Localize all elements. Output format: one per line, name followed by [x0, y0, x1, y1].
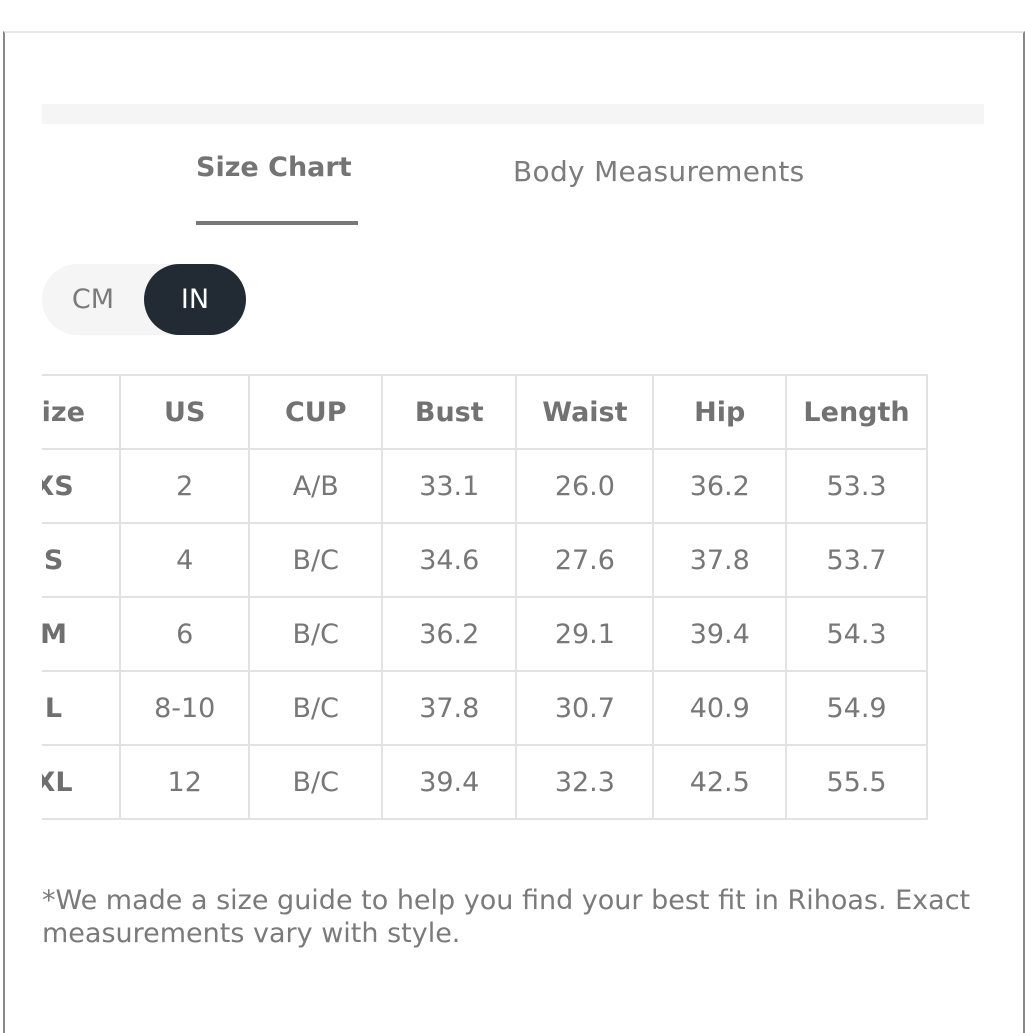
- table-cell: M: [42, 596, 122, 672]
- table-cell: 27.6: [515, 522, 655, 598]
- table-cell: 53.7: [785, 522, 928, 598]
- table-cell: L: [42, 670, 122, 746]
- table-cell: S: [42, 522, 122, 598]
- table-cell: B/C: [248, 744, 384, 820]
- table-cell: 4: [119, 522, 251, 598]
- table-cell: 40.9: [652, 670, 788, 746]
- size-table: Size US CUP Bust Waist Hip Length XS2A/B…: [42, 374, 928, 820]
- unit-option-cm[interactable]: CM: [71, 284, 115, 315]
- table-cell: B/C: [248, 522, 384, 598]
- table-cell: 26.0: [515, 448, 655, 524]
- table-cell: 29.1: [515, 596, 655, 672]
- header-waist: Waist: [515, 374, 655, 450]
- unit-toggle[interactable]: CM IN: [42, 264, 246, 335]
- table-cell: 36.2: [381, 596, 518, 672]
- table-row: XL 12 B/C 39.4 32.3 42.5 55.5: [42, 744, 928, 820]
- table-cell: 34.6: [381, 522, 518, 598]
- table-row: M 6 B/C 36.2 29.1 39.4 54.3: [42, 596, 928, 672]
- table-cell: 2: [119, 448, 251, 524]
- header-bust: Bust: [381, 374, 518, 450]
- tab-size-chart[interactable]: Size Chart: [196, 152, 352, 183]
- panel-frame: [3, 31, 1025, 1033]
- table-cell: B/C: [248, 596, 384, 672]
- header-cup: CUP: [248, 374, 384, 450]
- table-cell: 39.4: [381, 744, 518, 820]
- table-cell: XS: [42, 448, 122, 524]
- table-header-row: Size US CUP Bust Waist Hip Length: [42, 374, 928, 450]
- table-cell: 32.3: [515, 744, 655, 820]
- table-cell: 8-10: [119, 670, 251, 746]
- table-cell: 37.8: [652, 522, 788, 598]
- table-cell: A/B: [248, 448, 384, 524]
- table-cell: 39.4: [652, 596, 788, 672]
- table-cell: 55.5: [785, 744, 928, 820]
- table-row: S 4 B/C 34.6 27.6 37.8 53.7: [42, 522, 928, 598]
- header-size: Size: [42, 374, 122, 450]
- table-cell: 37.8: [381, 670, 518, 746]
- table-row: XS 2 A/B 33.1 26.0 36.2 53.3: [42, 448, 928, 524]
- table-cell: 53.3: [785, 448, 928, 524]
- table-cell: B/C: [248, 670, 384, 746]
- table-row: L 8-10 B/C 37.8 30.7 40.9 54.9: [42, 670, 928, 746]
- header-hip: Hip: [652, 374, 788, 450]
- table-cell: 12: [119, 744, 251, 820]
- top-bar: [42, 104, 984, 124]
- table-cell: 30.7: [515, 670, 655, 746]
- header-us: US: [119, 374, 251, 450]
- size-guide-note: *We made a size guide to help you find y…: [42, 885, 971, 949]
- table-cell: XL: [42, 744, 122, 820]
- tab-body-measurements[interactable]: Body Measurements: [513, 155, 805, 188]
- table-cell: 33.1: [381, 448, 518, 524]
- table-cell: 36.2: [652, 448, 788, 524]
- unit-option-in[interactable]: IN: [144, 264, 246, 335]
- active-tab-indicator: [196, 221, 358, 225]
- table-cell: 42.5: [652, 744, 788, 820]
- table-cell: 54.9: [785, 670, 928, 746]
- header-length: Length: [785, 374, 928, 450]
- table-cell: 6: [119, 596, 251, 672]
- table-cell: 54.3: [785, 596, 928, 672]
- size-table-scroll[interactable]: Size US CUP Bust Waist Hip Length XS2A/B…: [42, 374, 984, 824]
